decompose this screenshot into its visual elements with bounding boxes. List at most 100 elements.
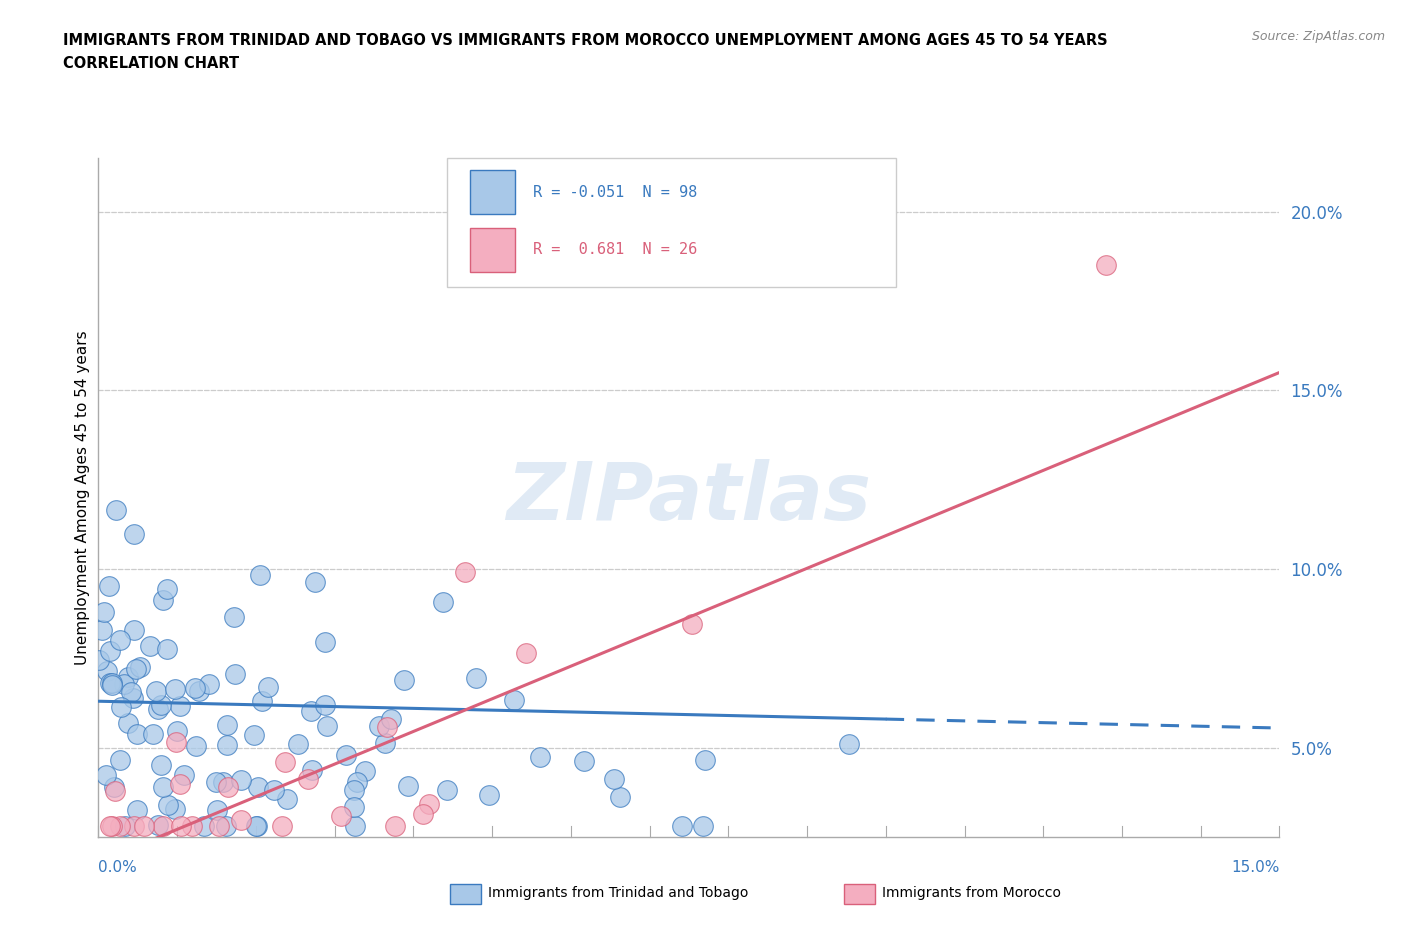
Point (368, 718, 391, 733)
Point (273, 754, 295, 769)
Point (132, 818, 155, 833)
Point (101, 818, 124, 833)
Point (98, 644, 121, 658)
Point (100, 677, 122, 692)
Point (152, 779, 174, 794)
Point (114, 818, 136, 833)
Point (122, 691, 145, 706)
Point (330, 809, 353, 824)
Point (165, 735, 187, 750)
Point (301, 763, 323, 777)
Point (695, 752, 717, 767)
Point (103, 779, 125, 794)
Point (169, 777, 191, 791)
Point (169, 698, 191, 713)
Point (314, 634, 336, 649)
Point (166, 724, 188, 738)
Point (384, 818, 406, 833)
Point (108, 753, 131, 768)
Point (245, 818, 267, 833)
Point (315, 718, 337, 733)
Point (122, 622, 145, 637)
Point (148, 702, 170, 717)
Point (343, 818, 366, 833)
Point (214, 818, 236, 833)
Point (110, 699, 132, 714)
Point (122, 818, 145, 833)
Point (249, 568, 271, 583)
Point (396, 778, 419, 793)
Point (246, 779, 269, 794)
Point (128, 659, 150, 674)
Point (503, 693, 526, 708)
Point (343, 799, 366, 814)
Point (139, 639, 162, 654)
Point (142, 726, 165, 741)
Point (276, 791, 298, 806)
Point (184, 681, 207, 696)
Point (314, 698, 336, 712)
Text: R =  0.681  N = 26: R = 0.681 N = 26 (533, 242, 697, 258)
Point (231, 773, 253, 788)
Point (299, 704, 322, 719)
Point (287, 737, 309, 751)
Point (432, 595, 454, 610)
Point (110, 632, 132, 647)
Point (186, 738, 208, 753)
Point (125, 662, 148, 677)
Point (1095, 258, 1118, 272)
Point (229, 813, 252, 828)
Point (193, 818, 215, 833)
Point (243, 728, 266, 743)
Text: Immigrants from Morocco: Immigrants from Morocco (882, 885, 1060, 900)
Point (212, 774, 235, 789)
Point (529, 750, 551, 764)
Point (681, 617, 703, 631)
Point (271, 818, 294, 833)
Point (392, 672, 415, 687)
Point (465, 671, 488, 685)
Point (93, 604, 115, 619)
Point (343, 783, 366, 798)
Text: IMMIGRANTS FROM TRINIDAD AND TOBAGO VS IMMIGRANTS FROM MOROCCO UNEMPLOYMENT AMON: IMMIGRANTS FROM TRINIDAD AND TOBAGO VS I… (63, 33, 1108, 47)
Text: Immigrants from Trinidad and Tobago: Immigrants from Trinidad and Tobago (488, 885, 748, 900)
Point (150, 698, 173, 712)
FancyBboxPatch shape (471, 228, 516, 272)
Point (96, 663, 118, 678)
Point (150, 758, 173, 773)
Point (104, 784, 127, 799)
Point (692, 818, 714, 833)
Point (609, 790, 631, 804)
Point (117, 670, 139, 684)
Point (205, 802, 228, 817)
Point (146, 817, 169, 832)
Text: 15.0%: 15.0% (1232, 860, 1279, 875)
Point (574, 753, 596, 768)
Point (208, 818, 231, 833)
Point (114, 677, 136, 692)
Point (335, 748, 357, 763)
Point (96, 767, 118, 782)
Text: ZIPatlas: ZIPatlas (506, 458, 872, 537)
Point (374, 736, 396, 751)
Point (157, 797, 180, 812)
Point (173, 767, 195, 782)
Point (97, 579, 120, 594)
Point (252, 693, 274, 708)
Point (105, 502, 128, 517)
Point (155, 581, 177, 596)
Point (222, 610, 245, 625)
Point (165, 682, 187, 697)
Y-axis label: Unemployment Among Ages 45 to 54 years: Unemployment Among Ages 45 to 54 years (75, 330, 90, 665)
Text: CORRELATION CHART: CORRELATION CHART (63, 56, 239, 71)
Point (454, 565, 477, 579)
Point (346, 774, 368, 789)
Point (163, 801, 186, 816)
Point (256, 680, 278, 695)
Point (263, 783, 285, 798)
Point (117, 715, 139, 730)
Point (671, 818, 693, 833)
Point (122, 526, 145, 541)
Point (436, 783, 458, 798)
Point (245, 818, 267, 833)
